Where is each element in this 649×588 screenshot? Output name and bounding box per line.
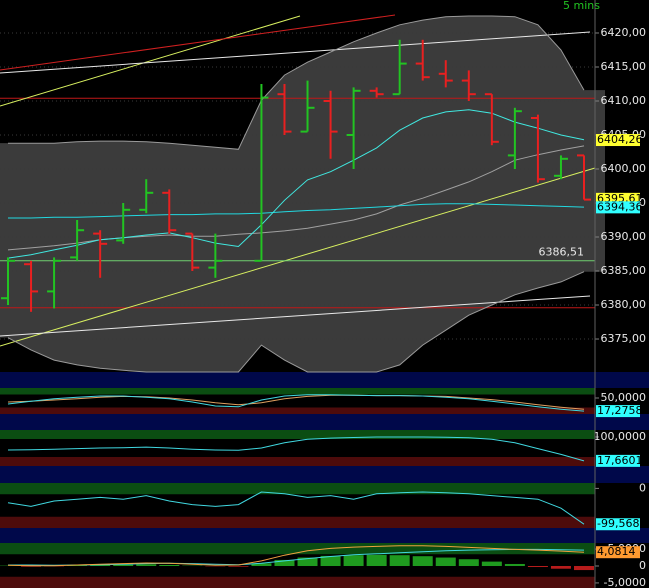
y-tick-label: -5,0000 bbox=[604, 576, 646, 588]
level-label: 6386,51 bbox=[539, 246, 585, 259]
histogram-bar bbox=[550, 566, 571, 569]
histogram-bar bbox=[458, 559, 479, 567]
histogram-bar bbox=[297, 557, 318, 567]
histogram-bar bbox=[343, 555, 364, 567]
band-upper bbox=[8, 15, 585, 150]
y-tick-label: 100,0000 bbox=[594, 430, 647, 443]
price-tag bbox=[596, 546, 640, 559]
y-tick-label: 6375,00 bbox=[601, 332, 647, 345]
trend-line bbox=[0, 14, 396, 71]
histogram-bar bbox=[274, 559, 295, 567]
y-tick-label: 6380,00 bbox=[601, 298, 647, 311]
price-tag bbox=[596, 405, 640, 418]
price-tag bbox=[596, 518, 640, 531]
back-layer bbox=[0, 15, 605, 588]
timeframe: 5 mins bbox=[563, 0, 600, 12]
lower-zone bbox=[0, 516, 595, 528]
y-tick-label: 6415,00 bbox=[601, 60, 647, 73]
histogram-bar bbox=[159, 564, 180, 567]
indicator-line bbox=[7, 436, 585, 462]
lower-zone bbox=[0, 457, 595, 466]
price-tag-label: 4,0814 bbox=[597, 545, 636, 558]
band-fill bbox=[0, 15, 605, 372]
histogram-bar bbox=[504, 563, 525, 567]
trend-line bbox=[0, 295, 591, 337]
histogram-bar bbox=[389, 555, 410, 567]
separator bbox=[0, 414, 649, 430]
histogram-bar bbox=[481, 561, 502, 567]
histogram-bar bbox=[136, 564, 157, 567]
indicator-line bbox=[7, 545, 585, 567]
lower-zone bbox=[0, 576, 595, 588]
y-tick-label: 6420,00 bbox=[601, 26, 647, 39]
y-tick-label: 6400,00 bbox=[601, 162, 647, 175]
band-lower bbox=[7, 271, 585, 373]
y-tick-label: 0 bbox=[639, 481, 646, 494]
price-tag-label: 6394,36 bbox=[597, 200, 643, 213]
histogram-bar bbox=[320, 555, 341, 567]
trend-line bbox=[0, 167, 596, 347]
upper-zone bbox=[0, 388, 595, 395]
separator bbox=[0, 466, 649, 483]
histogram-bar bbox=[21, 566, 42, 567]
y-tick-label: 50,0000 bbox=[601, 391, 647, 404]
histogram-bar bbox=[435, 557, 456, 567]
y-tick-label: 6385,00 bbox=[601, 264, 647, 277]
histogram-bar bbox=[527, 566, 548, 568]
histogram-bar bbox=[67, 565, 88, 567]
moving-average bbox=[8, 203, 585, 219]
price-tag bbox=[596, 454, 640, 467]
lower-zone bbox=[0, 407, 595, 414]
price-tag-label: -99,5686 bbox=[597, 517, 646, 530]
indicator-line bbox=[7, 491, 585, 525]
separator bbox=[0, 372, 649, 388]
price-tag-label: 17,6601 bbox=[597, 454, 643, 467]
histogram-bar bbox=[574, 566, 594, 571]
histogram-bar bbox=[228, 566, 249, 567]
moving-average bbox=[7, 109, 585, 259]
trend-line bbox=[0, 31, 591, 74]
trend-lines bbox=[0, 14, 596, 347]
indicator-line bbox=[7, 394, 585, 410]
y-tick-label: 6390,00 bbox=[601, 230, 647, 243]
histogram-bar bbox=[412, 556, 433, 567]
histogram-bar bbox=[90, 564, 111, 567]
histogram-bar bbox=[251, 563, 272, 567]
upper-zone bbox=[0, 543, 595, 555]
histogram-bar bbox=[366, 554, 387, 567]
price-tag bbox=[596, 134, 640, 147]
y-tick-label: 6410,00 bbox=[601, 94, 647, 107]
separator bbox=[0, 528, 649, 543]
trend-line bbox=[0, 15, 301, 107]
price-tag bbox=[596, 201, 640, 214]
upper-zone bbox=[0, 430, 595, 439]
indicator-line bbox=[7, 394, 585, 412]
price-tag-label: 6404,26 bbox=[597, 133, 643, 146]
histogram-bar bbox=[113, 564, 134, 567]
price-tag-label: 17,2758 bbox=[597, 404, 643, 417]
upper-zone bbox=[0, 483, 595, 495]
y-tick-label: 0 bbox=[639, 559, 646, 572]
